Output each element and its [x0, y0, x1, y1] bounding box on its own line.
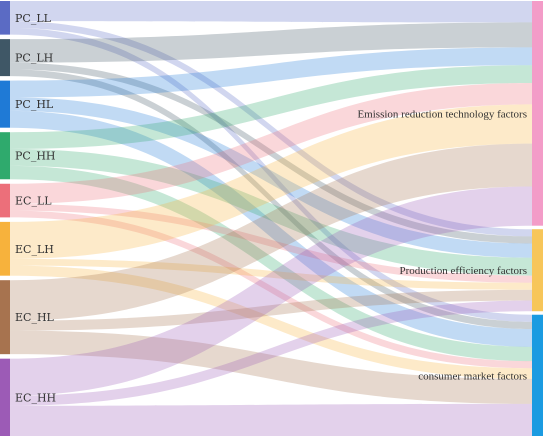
node-label-pc-ll: PC_LL — [15, 12, 52, 25]
node-pc-hl[interactable] — [0, 80, 10, 128]
link-pc-hh-to-cmf[interactable] — [10, 165, 532, 362]
labels-layer: PC_LL PC_LH PC_HL PC_HH EC_LL EC_LH EC_HL EC_HH… — [15, 12, 527, 405]
links-layer — [10, 1, 532, 436]
node-label-pc-hh: PC_HH — [15, 150, 56, 163]
link-pc-lh-to-ert[interactable] — [10, 22, 532, 63]
link-ec-ll-to-cmf[interactable] — [10, 210, 532, 369]
node-ec-ll[interactable] — [0, 183, 10, 218]
node-label-ec-ll: EC_LL — [15, 195, 52, 208]
node-pc-hh[interactable] — [0, 132, 10, 180]
link-pc-lh-to-cmf[interactable] — [10, 69, 532, 329]
link-pc-hl-to-pef[interactable] — [10, 97, 532, 258]
node-label-ec-lh: EC_LH — [15, 243, 54, 256]
node-emission-reduction-technology-factors[interactable] — [532, 1, 543, 226]
node-production-efficiency-factors[interactable] — [532, 229, 543, 312]
node-label-emission-reduction-technology-factors: Emission reduction technology factors — [357, 108, 527, 120]
link-pc-hh-to-pef[interactable] — [10, 149, 532, 276]
link-pc-hl-to-cmf[interactable] — [10, 110, 532, 347]
link-ec-lh-to-ert[interactable] — [10, 104, 532, 259]
link-ec-lh-to-pef[interactable] — [10, 258, 532, 290]
node-label-production-efficiency-factors: Production efficiency factors — [400, 265, 527, 277]
link-ec-hh-to-cmf[interactable] — [10, 403, 532, 436]
node-pc-lh[interactable] — [0, 39, 10, 77]
link-ec-hl-to-pef[interactable] — [10, 289, 532, 331]
node-consumer-market-factors[interactable] — [532, 314, 543, 436]
link-pc-ll-to-pef[interactable] — [10, 21, 532, 237]
node-label-consumer-market-factors: consumer market factors — [418, 370, 527, 382]
node-label-pc-hl: PC_HL — [15, 98, 54, 111]
link-ec-hh-to-pef[interactable] — [10, 300, 532, 406]
node-ec-lh[interactable] — [0, 221, 10, 276]
link-ec-ll-to-pef[interactable] — [10, 203, 532, 283]
node-label-ec-hh: EC_HH — [15, 391, 56, 404]
link-pc-lh-to-pef[interactable] — [10, 62, 532, 244]
link-pc-hl-to-ert[interactable] — [10, 47, 532, 98]
node-ec-hh[interactable] — [0, 358, 10, 436]
node-label-ec-hl: EC_HL — [15, 311, 55, 324]
node-ec-hl[interactable] — [0, 280, 10, 355]
node-pc-ll[interactable] — [0, 1, 10, 35]
link-ec-lh-to-cmf[interactable] — [10, 265, 532, 379]
link-ec-hl-to-ert[interactable] — [10, 143, 532, 321]
node-label-pc-lh: PC_LH — [15, 52, 53, 65]
link-ec-hh-to-ert[interactable] — [10, 186, 532, 396]
link-ec-hl-to-cmf[interactable] — [10, 330, 532, 404]
link-pc-ll-to-ert[interactable] — [10, 1, 532, 23]
link-pc-hh-to-ert[interactable] — [10, 65, 532, 149]
link-pc-ll-to-cmf[interactable] — [10, 27, 532, 322]
link-ec-ll-to-ert[interactable] — [10, 83, 532, 204]
